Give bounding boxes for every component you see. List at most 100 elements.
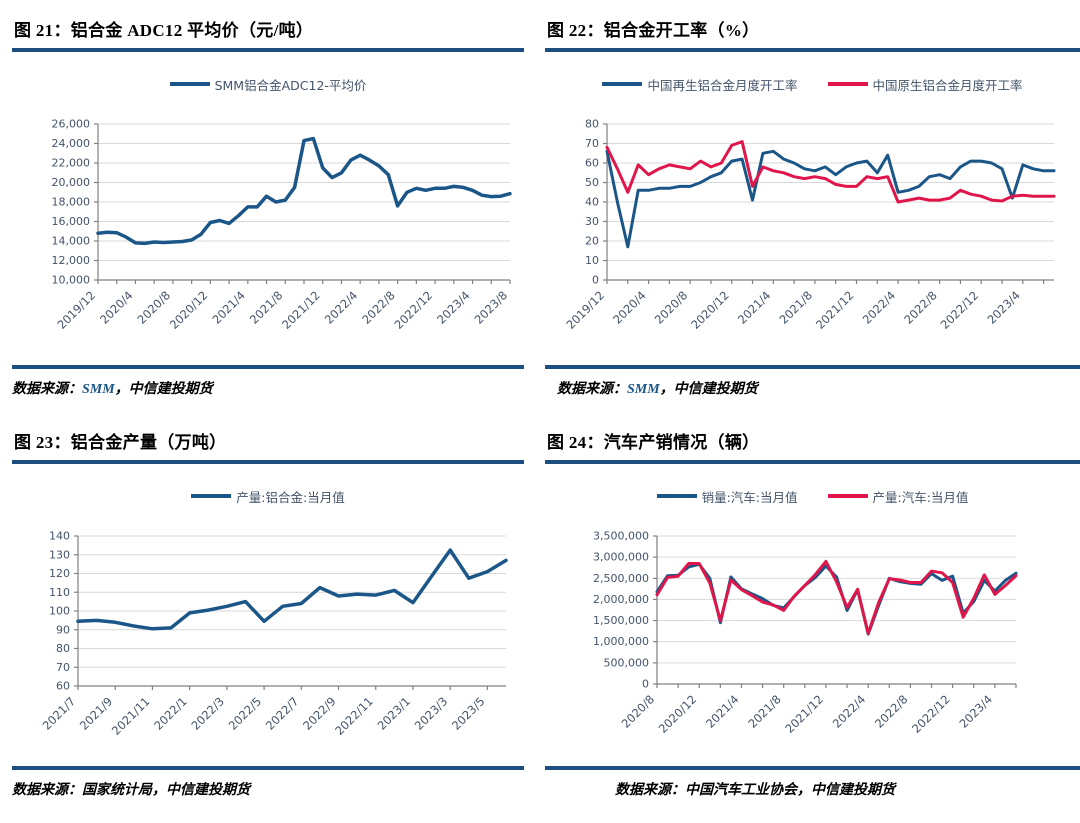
svg-text:30: 30 — [585, 215, 599, 228]
figure-22-panel: 图 22：铝合金开工率（%） 中国再生铝合金月度开工率 中国原生铝合金月度开工率… — [545, 16, 1080, 350]
source-prefix: 数据来源： — [12, 782, 82, 798]
svg-text:2021/8: 2021/8 — [745, 692, 784, 731]
svg-text:2022/5: 2022/5 — [226, 694, 265, 733]
figure-24-chart: 0 500,000 1,000,000 1,500,000 2,000,000 2,500… — [593, 529, 1018, 736]
svg-text:2020/4: 2020/4 — [97, 288, 136, 327]
svg-text:2021/11: 2021/11 — [109, 694, 153, 738]
svg-text:2022/12: 2022/12 — [392, 288, 436, 332]
svg-text:20: 20 — [585, 234, 599, 247]
figure-24-panel: 图 24：汽车产销情况（辆） 销量:汽车:当月值 产量:汽车:当月值 0 500,… — [545, 428, 1080, 755]
svg-text:2023/4: 2023/4 — [434, 288, 473, 327]
svg-text:2023/4: 2023/4 — [956, 692, 995, 731]
legend-line-sample-icon — [191, 494, 232, 498]
svg-text:24,000: 24,000 — [52, 137, 91, 150]
svg-text:2022/7: 2022/7 — [263, 694, 302, 733]
figure-24-source: 数据来源：中国汽车工业协会，中信建投期货 — [545, 766, 1080, 799]
svg-text:1,500,000: 1,500,000 — [593, 614, 649, 627]
svg-text:2021/12: 2021/12 — [813, 288, 857, 332]
figure-21-chart: 10,000 12,000 14,000 16,000 18,000 20,000 22,0… — [52, 117, 512, 332]
svg-text:0: 0 — [642, 677, 649, 690]
svg-text:3,500,000: 3,500,000 — [593, 529, 649, 542]
svg-text:2023/1: 2023/1 — [375, 694, 414, 733]
svg-text:120: 120 — [49, 567, 70, 580]
svg-text:2022/8: 2022/8 — [901, 288, 940, 327]
legend-item: 产量:汽车:当月值 — [827, 487, 969, 506]
legend-item: 中国原生铝合金月度开工率 — [827, 75, 1023, 94]
legend-line-sample-icon — [656, 494, 697, 498]
source-text: 数据来源：国家统计局，中信建投期货 — [12, 779, 524, 799]
figure-21-title-rule — [12, 48, 524, 52]
figure-24-title: 图 24：汽车产销情况（辆） — [547, 433, 760, 452]
svg-text:10,000: 10,000 — [52, 273, 91, 286]
svg-text:80: 80 — [585, 117, 599, 130]
svg-text:80: 80 — [56, 642, 70, 655]
legend-line-sample-icon — [827, 494, 868, 498]
legend-label: 产量:汽车:当月值 — [872, 489, 969, 505]
svg-text:2022/3: 2022/3 — [188, 694, 227, 733]
legend-label: 中国原生铝合金月度开工率 — [872, 77, 1023, 93]
figure-24-title-rule — [545, 460, 1080, 464]
legend-label: 销量:汽车:当月值 — [701, 489, 798, 505]
svg-text:2020/12: 2020/12 — [656, 692, 700, 736]
legend-label: SMM铝合金ADC12-平均价 — [214, 77, 367, 93]
svg-text:2023/5: 2023/5 — [449, 694, 488, 733]
figure-22-source: 数据来源：SMM，中信建投期货 — [545, 365, 1080, 398]
svg-text:500,000: 500,000 — [604, 656, 650, 669]
source-prefix: 数据来源： — [557, 381, 627, 397]
svg-text:18,000: 18,000 — [52, 195, 91, 208]
svg-text:3,000,000: 3,000,000 — [593, 550, 649, 563]
legend-line-sample-icon — [602, 82, 643, 86]
source-suffix: ，中信建投期货 — [659, 381, 758, 397]
svg-text:2019/12: 2019/12 — [563, 288, 607, 332]
source-text: 数据来源：中国汽车工业协会，中信建投期货 — [545, 779, 1080, 799]
svg-text:2022/8: 2022/8 — [872, 692, 911, 731]
figure-23-title: 图 23：铝合金产量（万吨） — [14, 433, 227, 452]
figure-23-panel: 图 23：铝合金产量（万吨） 产量:铝合金:当月值 60 70 80 90 100 110… — [12, 428, 524, 755]
svg-text:2021/4: 2021/4 — [209, 288, 248, 327]
svg-text:110: 110 — [49, 585, 70, 598]
source-prefix: 数据来源： — [615, 782, 685, 798]
svg-text:60: 60 — [56, 679, 70, 692]
svg-text:50: 50 — [585, 176, 599, 189]
svg-text:2021/8: 2021/8 — [777, 288, 816, 327]
figure-23-legend: 产量:铝合金:当月值 — [12, 487, 524, 506]
svg-text:40: 40 — [585, 195, 599, 208]
legend-item: 产量:铝合金:当月值 — [191, 487, 345, 506]
svg-text:2020/8: 2020/8 — [619, 692, 658, 731]
legend-item: 中国再生铝合金月度开工率 — [602, 75, 798, 94]
legend-line-sample-icon — [827, 82, 868, 86]
svg-text:70: 70 — [56, 660, 70, 673]
svg-text:2021/4: 2021/4 — [703, 692, 742, 731]
source-rule — [545, 766, 1080, 770]
source-suffix: 国家统计局，中信建投期货 — [82, 782, 250, 798]
svg-text:0: 0 — [592, 273, 599, 286]
legend-item: SMM铝合金ADC12-平均价 — [169, 75, 367, 94]
figure-24-legend: 销量:汽车:当月值 产量:汽车:当月值 — [545, 487, 1080, 506]
svg-text:70: 70 — [585, 137, 599, 150]
svg-text:100: 100 — [49, 604, 70, 617]
source-text: 数据来源：SMM，中信建投期货 — [12, 378, 524, 398]
svg-text:22,000: 22,000 — [52, 156, 91, 169]
source-rule — [12, 766, 524, 770]
figure-23-title-rule — [12, 460, 524, 464]
svg-text:10: 10 — [585, 254, 599, 267]
svg-text:2,000,000: 2,000,000 — [593, 592, 649, 605]
figure-22-chart: 0 10 20 30 40 50 60 70 80 2019/12 2020/4 2020/82020… — [563, 117, 1056, 332]
svg-text:2020/12: 2020/12 — [688, 288, 732, 332]
svg-text:2023/4: 2023/4 — [984, 288, 1023, 327]
svg-text:2022/4: 2022/4 — [830, 692, 869, 731]
legend-line-sample-icon — [169, 82, 210, 86]
svg-text:2023/3: 2023/3 — [412, 694, 451, 733]
figure-23-chart: 607080901001101201301402021/72021/92021/… — [40, 529, 508, 738]
figure-22-title: 图 22：铝合金开工率（%） — [547, 21, 760, 40]
svg-text:2,500,000: 2,500,000 — [593, 571, 649, 584]
svg-text:2022/4: 2022/4 — [860, 288, 899, 327]
svg-text:140: 140 — [49, 529, 70, 542]
svg-text:14,000: 14,000 — [52, 234, 91, 247]
figure-21-title: 图 21：铝合金 ADC12 平均价（元/吨） — [14, 21, 314, 40]
svg-text:60: 60 — [585, 156, 599, 169]
legend-label: 中国再生铝合金月度开工率 — [647, 77, 798, 93]
figure-23-source: 数据来源：国家统计局，中信建投期货 — [12, 766, 524, 799]
svg-text:26,000: 26,000 — [52, 117, 91, 130]
